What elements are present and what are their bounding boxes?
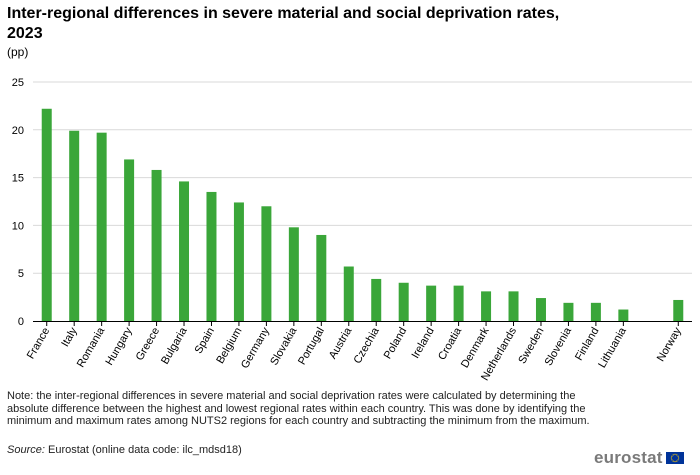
- bar-france: [41, 108, 52, 321]
- bar-greece: [151, 169, 162, 321]
- x-tick-label: Hungary: [104, 325, 135, 367]
- x-tick-label: Slovenia: [543, 325, 575, 368]
- y-tick-label: 20: [12, 125, 24, 137]
- bar-italy: [69, 130, 80, 321]
- y-tick-label: 5: [18, 268, 24, 280]
- x-tick-label: Romania: [75, 325, 108, 370]
- chart-title: Inter-regional differences in severe mat…: [7, 5, 560, 42]
- eu-flag-icon: [665, 452, 684, 464]
- x-tick-label: Finland: [573, 326, 601, 363]
- axes: [33, 321, 692, 326]
- flag-star: [670, 455, 673, 457]
- flag-star: [677, 459, 679, 461]
- x-tick-label: Greece: [134, 326, 162, 363]
- flag-star: [677, 455, 679, 457]
- flag-star: [670, 457, 672, 459]
- eurostat-logo: eurostat: [594, 448, 684, 468]
- bar-portugal: [316, 234, 327, 321]
- x-tick-label: France: [25, 326, 53, 362]
- x-tick-label: Sweden: [516, 326, 546, 366]
- x-tick-label: Bulgaria: [159, 325, 190, 367]
- bar-croatia: [453, 285, 464, 321]
- x-tick-label: Belgium: [214, 326, 244, 366]
- bar-poland: [398, 282, 409, 321]
- bar-bulgaria: [179, 181, 190, 321]
- flag-star: [672, 460, 674, 462]
- x-tick-label: Portugal: [296, 326, 327, 367]
- bar-austria: [343, 266, 354, 321]
- unit-label: (pp): [7, 45, 29, 59]
- bar-slovenia: [563, 302, 574, 321]
- bar-belgium: [233, 202, 244, 321]
- flag-star: [677, 457, 679, 459]
- x-tick-label: Poland: [382, 326, 410, 362]
- bar-denmark: [481, 291, 492, 321]
- bar-czechia: [371, 278, 382, 321]
- flag-star: [674, 453, 676, 455]
- x-tick-label: Czechia: [352, 325, 383, 366]
- x-tick-label: Croatia: [436, 325, 465, 362]
- y-tick-label: 10: [12, 220, 24, 232]
- x-tick-label: Italy: [59, 325, 80, 349]
- x-tick-label: Spain: [193, 326, 217, 356]
- source-line: Source: Eurostat (online data code: ilc_…: [7, 444, 242, 457]
- bar-finland: [590, 302, 601, 321]
- bar-romania: [96, 132, 107, 321]
- source-text: Eurostat (online data code: ilc_mdsd18): [47, 444, 242, 456]
- y-tick-label: 0: [18, 316, 24, 328]
- flag-star: [672, 454, 674, 456]
- bar-ireland: [426, 285, 437, 321]
- flag-star: [675, 454, 678, 456]
- bar-spain: [206, 191, 217, 321]
- bar-slovakia: [288, 227, 299, 321]
- bar-sweden: [535, 298, 546, 321]
- bar-hungary: [124, 159, 135, 321]
- x-tick-label: Norway: [655, 325, 684, 364]
- source-label: Source:: [7, 444, 45, 456]
- bar-germany: [261, 206, 272, 321]
- y-tick-label: 25: [12, 77, 24, 89]
- y-tick-label: 15: [12, 173, 24, 185]
- flag-star: [674, 461, 676, 463]
- bar-norway: [673, 299, 684, 321]
- flag-star: [675, 460, 678, 462]
- grid-lines: [33, 81, 692, 274]
- bar-lithuania: [618, 309, 629, 321]
- logo-text: eurostat: [594, 448, 663, 467]
- chart-note: Note: the inter-regional differences in …: [7, 390, 590, 427]
- bars: [41, 108, 684, 321]
- x-tick-label: Ireland: [410, 326, 437, 361]
- x-tick-label: Austria: [327, 325, 355, 361]
- flag-star: [670, 459, 673, 461]
- bar-netherlands: [508, 291, 519, 321]
